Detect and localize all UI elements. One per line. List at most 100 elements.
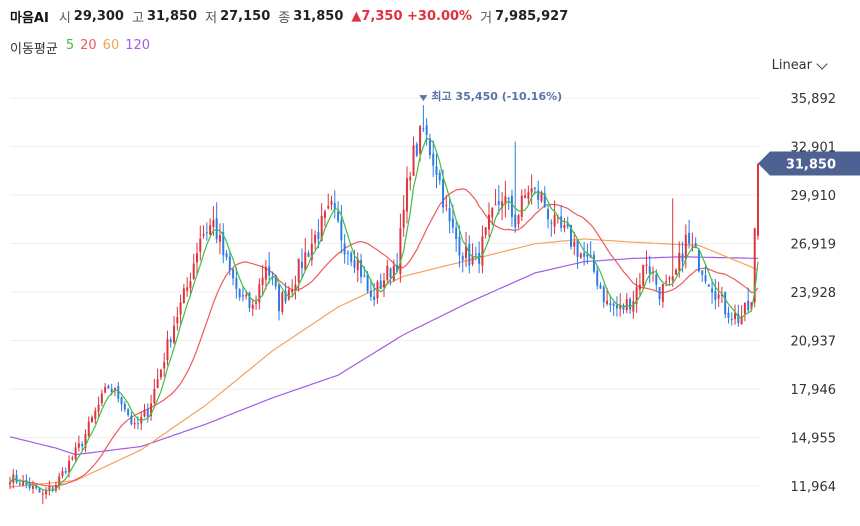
candle bbox=[356, 252, 359, 283]
candle-body bbox=[294, 284, 297, 291]
candle bbox=[218, 223, 221, 255]
candle bbox=[307, 250, 310, 258]
candle-body bbox=[579, 253, 582, 258]
candle-body bbox=[547, 209, 550, 220]
candle-body bbox=[45, 491, 48, 495]
candle bbox=[458, 225, 461, 268]
low-label: 저 bbox=[205, 10, 218, 26]
candle-body bbox=[271, 277, 274, 279]
candle bbox=[379, 273, 382, 289]
candle-body bbox=[586, 253, 589, 257]
candle-body bbox=[366, 273, 369, 292]
candle-body bbox=[143, 410, 146, 417]
candle bbox=[179, 294, 182, 326]
candle bbox=[461, 252, 464, 273]
candle bbox=[87, 416, 90, 438]
candle-body bbox=[166, 339, 169, 360]
candle bbox=[64, 467, 67, 475]
candle-body bbox=[340, 219, 343, 241]
candle-body bbox=[655, 274, 658, 285]
candle bbox=[592, 251, 595, 274]
candle bbox=[543, 186, 546, 208]
candle bbox=[189, 272, 192, 297]
candle bbox=[77, 435, 80, 452]
candle-body bbox=[284, 291, 287, 302]
candle-body bbox=[77, 443, 80, 448]
candle-body bbox=[514, 214, 517, 228]
candle bbox=[629, 297, 632, 315]
candle bbox=[261, 265, 264, 297]
candle-body bbox=[520, 195, 523, 217]
candle-body bbox=[619, 305, 622, 309]
candle bbox=[205, 222, 208, 241]
candle bbox=[389, 267, 392, 286]
candle bbox=[661, 283, 664, 308]
candle-body bbox=[399, 228, 402, 274]
candle bbox=[484, 227, 487, 239]
candle-body bbox=[497, 201, 500, 205]
candle-body bbox=[323, 211, 326, 218]
candle bbox=[287, 286, 290, 301]
candle bbox=[48, 480, 51, 496]
candle bbox=[622, 303, 625, 314]
candle-body bbox=[465, 245, 468, 258]
ma20-legend[interactable]: 20 bbox=[80, 38, 97, 53]
candle-body bbox=[104, 387, 107, 393]
candle bbox=[714, 279, 717, 310]
candle-body bbox=[727, 312, 730, 318]
candle-body bbox=[494, 204, 497, 206]
ma60-legend[interactable]: 60 bbox=[102, 38, 120, 53]
candle-body bbox=[638, 284, 641, 290]
candle-body bbox=[232, 268, 235, 279]
candle bbox=[688, 219, 691, 249]
candle-body bbox=[576, 240, 579, 257]
candle-body bbox=[409, 176, 412, 181]
candle-body bbox=[258, 284, 261, 303]
candle bbox=[520, 189, 523, 222]
candle bbox=[668, 275, 671, 286]
candle bbox=[599, 282, 602, 290]
candle-body bbox=[474, 253, 477, 256]
candle-body bbox=[18, 483, 21, 485]
candle bbox=[271, 271, 274, 286]
candle-body bbox=[235, 278, 238, 289]
moving-average-label[interactable]: 이동평균 bbox=[10, 42, 58, 57]
candle-body bbox=[674, 269, 677, 275]
candle bbox=[196, 242, 198, 275]
ma5-legend[interactable]: 5 bbox=[65, 38, 75, 53]
ma120-legend[interactable]: 120 bbox=[125, 38, 151, 53]
candle bbox=[392, 259, 395, 282]
candle bbox=[300, 248, 303, 278]
price-header: 마음AI 시 29,300 고 31,850 저 27,150 종 31,850… bbox=[10, 6, 576, 26]
candle-body bbox=[606, 300, 609, 304]
candle bbox=[74, 442, 77, 463]
candle bbox=[360, 253, 363, 284]
y-tick-label: 26,919 bbox=[791, 238, 837, 253]
candle-body bbox=[527, 192, 530, 199]
open-value: 29,300 bbox=[73, 8, 124, 24]
candle-body bbox=[570, 224, 572, 247]
candle bbox=[438, 169, 441, 185]
scale-toggle[interactable]: Linear bbox=[772, 57, 828, 73]
candle bbox=[146, 403, 149, 423]
candle bbox=[563, 218, 566, 233]
candle bbox=[61, 467, 64, 479]
candle-body bbox=[54, 485, 57, 491]
candle bbox=[573, 231, 576, 256]
candle bbox=[537, 180, 540, 210]
candle-body bbox=[609, 303, 612, 306]
candle-body bbox=[661, 283, 664, 302]
candle-body bbox=[173, 325, 176, 343]
candle-body bbox=[448, 207, 451, 222]
candle-body bbox=[415, 144, 418, 156]
candle bbox=[251, 299, 254, 317]
candle bbox=[333, 190, 336, 219]
candle-body bbox=[376, 281, 379, 299]
candle bbox=[166, 330, 169, 366]
candle-body bbox=[163, 362, 166, 369]
candle-body bbox=[94, 410, 97, 419]
candle bbox=[550, 219, 553, 237]
candle-body bbox=[750, 302, 753, 310]
candle-body bbox=[717, 294, 720, 299]
